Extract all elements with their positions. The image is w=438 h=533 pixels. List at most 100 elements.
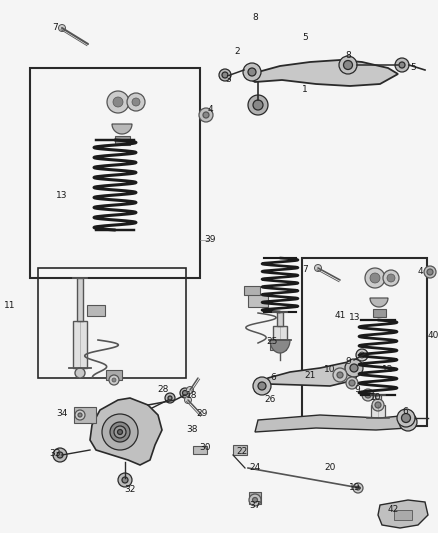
Circle shape xyxy=(199,108,213,122)
Circle shape xyxy=(350,364,358,372)
Circle shape xyxy=(370,273,380,283)
Circle shape xyxy=(59,25,66,31)
Circle shape xyxy=(399,413,417,431)
Circle shape xyxy=(114,426,126,438)
Text: 30: 30 xyxy=(199,443,211,453)
Text: 29: 29 xyxy=(196,408,208,417)
Circle shape xyxy=(339,56,357,74)
Circle shape xyxy=(399,62,405,68)
Circle shape xyxy=(383,270,399,286)
Circle shape xyxy=(346,377,358,389)
Bar xyxy=(372,309,385,317)
Circle shape xyxy=(253,377,271,395)
Circle shape xyxy=(365,268,385,288)
Circle shape xyxy=(424,266,436,278)
Text: 4: 4 xyxy=(417,268,423,277)
Circle shape xyxy=(102,414,138,450)
Bar xyxy=(114,135,130,144)
Text: 10: 10 xyxy=(370,393,382,402)
Circle shape xyxy=(219,69,231,81)
Text: 9: 9 xyxy=(345,358,351,367)
Circle shape xyxy=(343,61,353,69)
Text: 2: 2 xyxy=(234,47,240,56)
Text: 9: 9 xyxy=(354,385,360,394)
Text: 1: 1 xyxy=(302,85,308,94)
Text: 4: 4 xyxy=(207,106,213,115)
Text: 13: 13 xyxy=(349,313,361,322)
Circle shape xyxy=(252,497,258,503)
Text: 33: 33 xyxy=(49,448,61,457)
Text: 3: 3 xyxy=(225,76,231,85)
Polygon shape xyxy=(255,362,360,392)
Circle shape xyxy=(395,58,409,72)
Text: 6: 6 xyxy=(402,408,408,416)
Circle shape xyxy=(337,372,343,378)
Circle shape xyxy=(117,430,123,434)
Circle shape xyxy=(314,264,321,271)
Circle shape xyxy=(165,393,175,403)
Circle shape xyxy=(258,382,266,390)
Polygon shape xyxy=(370,298,388,307)
Bar xyxy=(273,326,287,340)
Circle shape xyxy=(183,391,187,395)
Polygon shape xyxy=(255,415,410,432)
Circle shape xyxy=(122,477,128,483)
Circle shape xyxy=(397,409,415,427)
Circle shape xyxy=(107,91,129,113)
Circle shape xyxy=(78,413,82,417)
Text: 19: 19 xyxy=(349,483,361,492)
Circle shape xyxy=(353,483,363,493)
Circle shape xyxy=(203,112,209,118)
Text: 13: 13 xyxy=(56,190,68,199)
Bar xyxy=(371,406,385,418)
Circle shape xyxy=(168,396,172,400)
Circle shape xyxy=(249,494,261,506)
Circle shape xyxy=(243,63,261,81)
Text: 39: 39 xyxy=(204,236,216,245)
Circle shape xyxy=(373,418,383,428)
Bar xyxy=(74,407,96,423)
Text: 12: 12 xyxy=(382,366,394,375)
Polygon shape xyxy=(270,340,290,353)
Bar xyxy=(270,341,286,350)
Bar xyxy=(375,395,381,406)
Text: 5: 5 xyxy=(302,34,308,43)
Bar xyxy=(193,446,207,454)
Circle shape xyxy=(180,388,190,398)
Bar xyxy=(249,492,261,504)
Text: 24: 24 xyxy=(249,464,261,472)
Text: 37: 37 xyxy=(249,500,261,510)
Circle shape xyxy=(356,486,360,490)
Text: 40: 40 xyxy=(427,330,438,340)
Circle shape xyxy=(53,448,67,462)
Text: 6: 6 xyxy=(270,374,276,383)
Circle shape xyxy=(253,100,263,110)
Bar xyxy=(30,68,200,278)
Text: 28: 28 xyxy=(157,385,169,394)
Text: 20: 20 xyxy=(324,464,336,472)
Circle shape xyxy=(359,352,365,358)
Circle shape xyxy=(222,72,228,78)
Circle shape xyxy=(387,274,395,282)
Circle shape xyxy=(57,452,63,458)
Circle shape xyxy=(402,414,410,423)
Circle shape xyxy=(132,98,140,106)
Bar xyxy=(87,304,105,316)
Bar xyxy=(248,294,268,306)
Circle shape xyxy=(75,410,85,420)
Circle shape xyxy=(275,340,285,350)
Bar xyxy=(73,321,87,368)
Bar xyxy=(233,445,247,455)
Circle shape xyxy=(75,368,85,378)
Text: 26: 26 xyxy=(264,395,276,405)
Text: 41: 41 xyxy=(334,311,346,319)
Circle shape xyxy=(404,418,412,426)
Circle shape xyxy=(248,95,268,115)
Bar xyxy=(302,258,427,426)
Circle shape xyxy=(187,386,194,393)
Text: 7: 7 xyxy=(52,23,58,33)
Text: 38: 38 xyxy=(186,425,198,434)
Circle shape xyxy=(427,269,433,275)
Circle shape xyxy=(362,389,374,401)
Bar xyxy=(38,268,186,378)
